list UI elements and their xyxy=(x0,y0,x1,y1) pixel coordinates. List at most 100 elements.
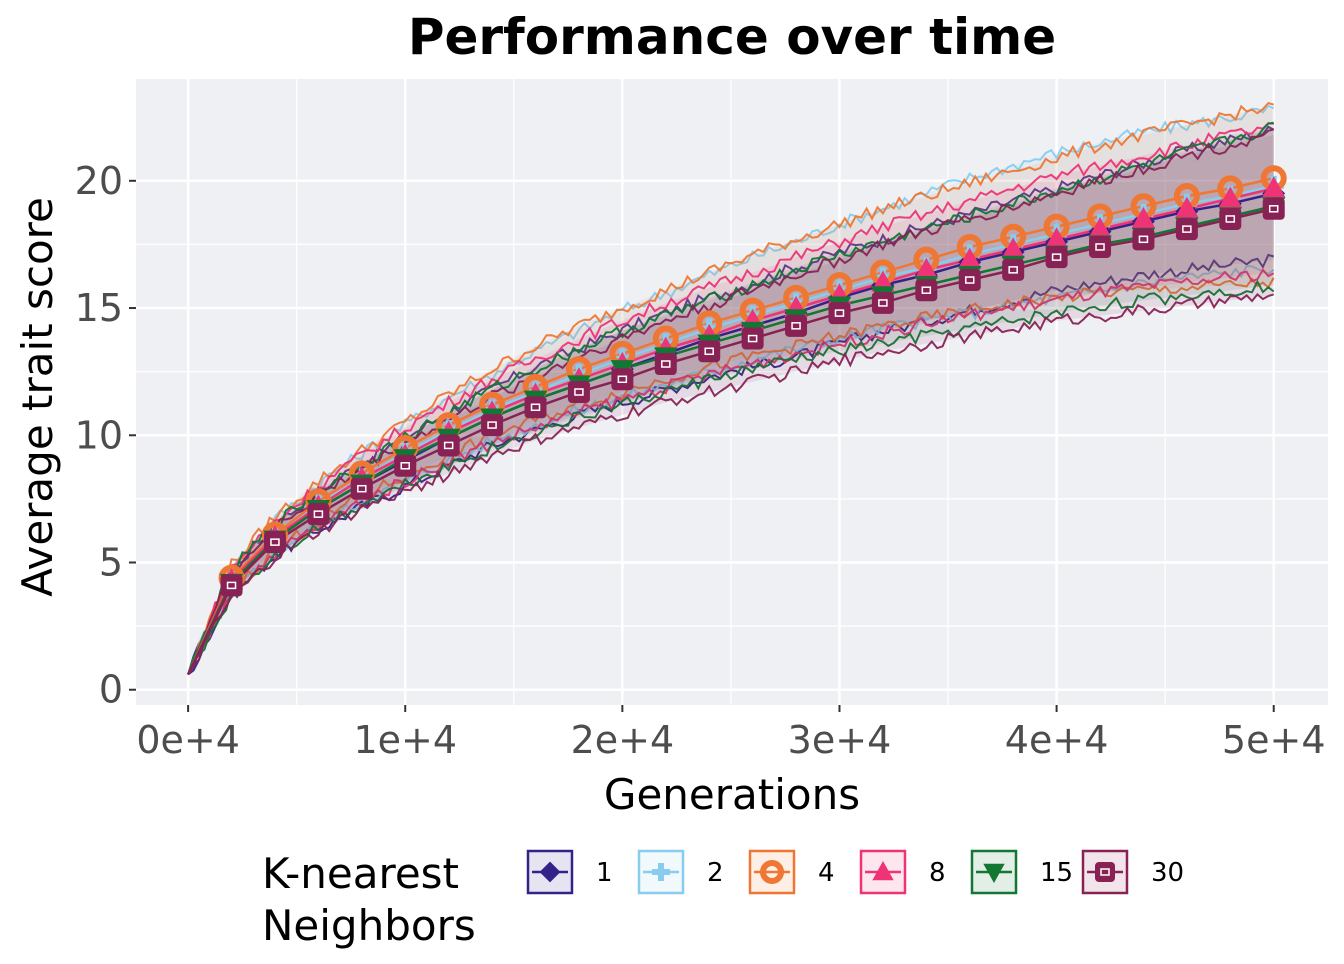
marker-8 xyxy=(1262,176,1286,198)
marker-30 xyxy=(567,381,590,403)
x-axis-label: Generations xyxy=(604,770,860,819)
marker-30-inner xyxy=(617,375,628,384)
band-edge-lower-15 xyxy=(187,279,1275,675)
legend-label: 4 xyxy=(818,858,835,888)
marker-30-inner xyxy=(313,510,324,518)
legend-label: 2 xyxy=(707,858,724,888)
legend-item-4: 4 xyxy=(748,849,835,895)
chart-title: Performance over time xyxy=(408,8,1056,66)
marker-30 xyxy=(654,353,677,376)
legend-label: 8 xyxy=(929,858,946,888)
marker-30-inner xyxy=(487,421,497,429)
band-edge-upper-4 xyxy=(187,101,1274,675)
marker-30 xyxy=(611,368,634,391)
confidence-band-4 xyxy=(188,107,1274,675)
x-tick-label: 0e+4 xyxy=(136,718,240,762)
legend-key-marker xyxy=(539,861,561,883)
marker-30 xyxy=(958,269,981,292)
marker-30-inner xyxy=(747,334,758,343)
legend-label: 15 xyxy=(1040,858,1073,888)
marker-30 xyxy=(394,454,417,477)
marker-30-inner xyxy=(1051,253,1062,261)
marker-30 xyxy=(741,327,764,350)
confidence-band-2 xyxy=(188,109,1274,675)
y-axis: 0 5 10 15 20 xyxy=(75,159,136,712)
legend-label: 30 xyxy=(1151,858,1184,888)
legend-item-8: 8 xyxy=(859,849,946,895)
y-tick-label: 0 xyxy=(99,668,123,712)
legend-key-marker xyxy=(652,863,670,881)
band-edge-upper-8 xyxy=(187,122,1274,675)
marker-30 xyxy=(220,574,243,597)
y-tick-label: 15 xyxy=(75,286,123,330)
marker-30 xyxy=(785,314,808,337)
marker-30-inner xyxy=(530,403,541,412)
marker-30-inner xyxy=(226,581,237,590)
marker-30 xyxy=(350,477,373,500)
marker-30-inner xyxy=(1008,266,1018,274)
plot-background xyxy=(136,79,1328,705)
marker-30-inner xyxy=(704,347,714,356)
legend-key-marker xyxy=(760,860,784,884)
marker-30 xyxy=(1089,235,1112,258)
marker-30 xyxy=(1175,218,1198,241)
marker-30-inner xyxy=(964,276,975,284)
y-tick-label: 20 xyxy=(75,159,123,203)
grid-major xyxy=(136,79,1328,705)
y-axis-label: Average trait score xyxy=(13,197,62,597)
marker-30-inner xyxy=(878,299,888,307)
legend-key-marker xyxy=(983,863,1005,884)
legend-item-1: 1 xyxy=(526,849,613,895)
band-edge-lower-30 xyxy=(187,292,1274,676)
marker-30-inner xyxy=(400,462,410,470)
marker-8 xyxy=(1175,196,1199,218)
marker-30-inner xyxy=(270,538,280,546)
marker-30 xyxy=(828,302,851,325)
marker-30-inner xyxy=(661,360,671,368)
marker-30-inner xyxy=(791,322,801,330)
legend-item-15: 15 xyxy=(970,849,1073,895)
marker-30-inner xyxy=(443,441,454,450)
marker-30 xyxy=(307,503,330,526)
y-tick-label: 10 xyxy=(75,413,123,457)
legend-key-marker xyxy=(872,860,894,881)
x-tick-label: 2e+4 xyxy=(571,718,675,762)
legend-label: 1 xyxy=(596,858,613,888)
legend-key-marker-inner xyxy=(1100,868,1110,876)
marker-30 xyxy=(698,340,721,363)
x-tick-label: 4e+4 xyxy=(1005,718,1109,762)
legend-title-line-1: K-nearest xyxy=(262,849,459,898)
marker-30-inner xyxy=(574,388,584,396)
series-markers xyxy=(218,165,1287,597)
marker-30-inner xyxy=(1182,225,1192,233)
marker-30-inner xyxy=(357,484,367,493)
marker-30 xyxy=(481,414,504,437)
marker-30-inner xyxy=(1225,215,1236,223)
legend-title-line-2: Neighbors xyxy=(262,901,476,950)
marker-30-inner xyxy=(1138,235,1149,244)
x-tick-label: 5e+4 xyxy=(1222,718,1326,762)
marker-30 xyxy=(437,434,460,457)
marker-30-inner xyxy=(921,286,932,294)
marker-30 xyxy=(263,531,286,554)
marker-30-inner xyxy=(1095,243,1105,251)
marker-30 xyxy=(1045,246,1068,269)
x-tick-label: 1e+4 xyxy=(353,718,457,762)
y-tick-label: 5 xyxy=(99,540,123,584)
x-axis: 0e+4 1e+4 2e+4 3e+4 4e+4 5e+4 xyxy=(136,705,1326,762)
marker-30 xyxy=(1132,228,1155,251)
legend-key-marker xyxy=(1095,862,1115,882)
marker-30 xyxy=(1002,258,1025,281)
marker-8 xyxy=(1131,206,1156,228)
marker-30 xyxy=(915,279,938,302)
marker-30 xyxy=(871,291,894,314)
marker-30 xyxy=(524,396,547,419)
marker-30 xyxy=(1219,207,1242,230)
legend-item-30: 30 xyxy=(1081,849,1184,895)
marker-8 xyxy=(1218,186,1242,208)
x-tick-label: 3e+4 xyxy=(788,718,892,762)
legend-item-2: 2 xyxy=(637,849,724,895)
